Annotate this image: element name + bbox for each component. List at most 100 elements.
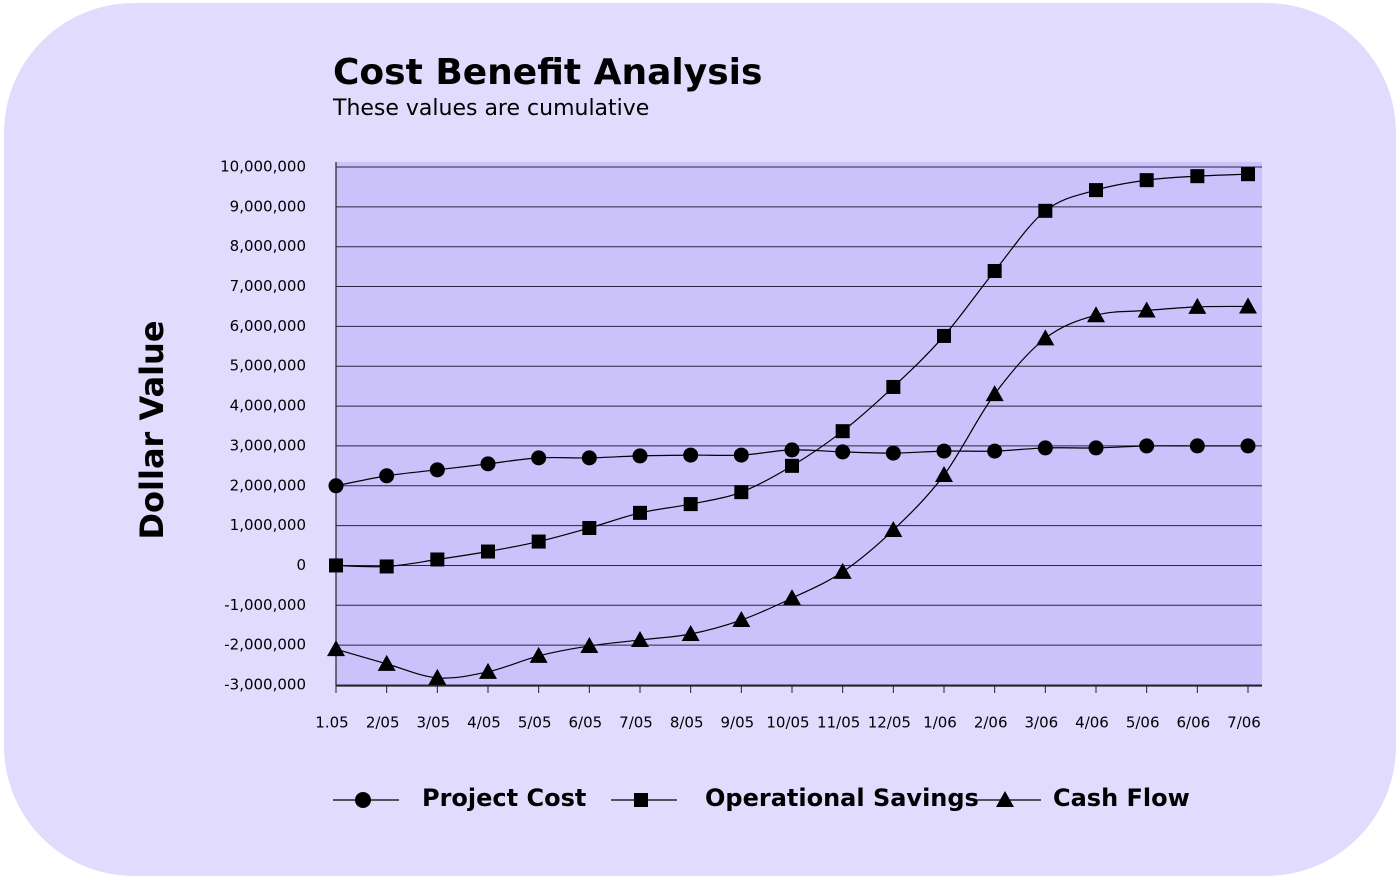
marker-square (379, 559, 394, 574)
marker-square (1038, 203, 1053, 218)
marker-circle (429, 462, 445, 478)
marker-square (1089, 183, 1103, 198)
marker-circle (328, 478, 344, 494)
y-tick-label: 2,000,000 (230, 476, 306, 494)
x-tick-label: 4/05 (467, 714, 501, 732)
y-tick-label: 9,000,000 (230, 197, 306, 215)
y-tick-label: -1,000,000 (224, 596, 306, 614)
marker-circle (784, 442, 800, 458)
marker-circle (987, 443, 1003, 459)
marker-square (531, 534, 546, 549)
marker-circle (835, 444, 851, 460)
marker-circle (1139, 438, 1155, 454)
y-tick-label: 4,000,000 (230, 397, 306, 415)
legend-marker (355, 792, 371, 808)
y-tick-label: 7,000,000 (230, 277, 306, 295)
marker-triangle (833, 562, 852, 579)
legend-label: Project Cost (422, 784, 586, 812)
marker-square (785, 458, 799, 473)
marker-square (734, 485, 749, 500)
marker-square (1241, 167, 1255, 182)
marker-circle (1240, 438, 1256, 454)
marker-circle (885, 445, 901, 461)
x-tick-label: 2/05 (366, 714, 400, 732)
x-tick-label: 5/06 (1126, 714, 1160, 732)
y-tick-label: 5,000,000 (230, 357, 306, 375)
marker-square (987, 263, 1002, 278)
marker-triangle (985, 385, 1004, 402)
marker-circle (1037, 440, 1053, 456)
x-tick-label: 4/06 (1075, 714, 1109, 732)
legend-marker (996, 791, 1014, 807)
y-tick-label: -3,000,000 (224, 676, 306, 694)
marker-circle (1189, 438, 1205, 454)
marker-square (1139, 173, 1154, 188)
marker-circle (683, 447, 699, 463)
marker-triangle (1239, 297, 1257, 314)
x-tick-label: 10/05 (766, 714, 809, 732)
x-tick-label: 6/06 (1176, 714, 1210, 732)
legend-marker (634, 793, 648, 807)
marker-square (481, 544, 495, 559)
x-tick-label: 2/06 (974, 714, 1008, 732)
y-tick-label: 10,000,000 (220, 158, 306, 176)
y-axis-label: Dollar Value (133, 320, 171, 539)
marker-triangle (732, 611, 751, 628)
x-tick-label: 9/05 (720, 714, 754, 732)
marker-triangle (884, 520, 903, 537)
marker-triangle (529, 646, 548, 663)
marker-circle (379, 468, 395, 484)
x-tick-label: 3/06 (1024, 714, 1058, 732)
y-tick-label: -2,000,000 (224, 636, 306, 654)
marker-square (1190, 169, 1205, 184)
marker-triangle (1036, 329, 1055, 346)
chart-subtitle: These values are cumulative (332, 96, 649, 121)
marker-triangle (1137, 301, 1156, 318)
marker-triangle (327, 640, 345, 657)
marker-square (835, 424, 850, 439)
marker-square (582, 521, 597, 536)
y-tick-label: 6,000,000 (230, 317, 306, 335)
marker-triangle (377, 654, 396, 671)
marker-square (886, 379, 901, 394)
marker-circle (480, 456, 496, 472)
marker-square (430, 552, 445, 567)
marker-square (633, 505, 647, 520)
marker-triangle (428, 668, 447, 685)
x-tick-label: 8/05 (670, 714, 704, 732)
y-tick-label: 3,000,000 (230, 436, 306, 454)
plot-area (336, 162, 1262, 686)
marker-square (329, 558, 343, 573)
marker-triangle (631, 630, 649, 647)
marker-triangle (580, 636, 599, 653)
marker-circle (632, 448, 648, 464)
legend-label: Operational Savings (705, 784, 979, 812)
marker-square (937, 328, 951, 343)
marker-triangle (935, 466, 953, 483)
marker-triangle (783, 589, 801, 606)
x-tick-label: 12/05 (868, 714, 911, 732)
marker-circle (936, 443, 952, 459)
marker-triangle (1087, 306, 1105, 323)
chart-title: Cost Benefit Analysis (333, 52, 762, 93)
x-tick-label: 3/05 (416, 714, 450, 732)
x-tick-label: 11/05 (817, 714, 860, 732)
x-tick-label: 1.05 (315, 714, 348, 732)
y-tick-label: 8,000,000 (230, 237, 306, 255)
marker-triangle (479, 662, 497, 679)
x-tick-label: 6/05 (568, 714, 602, 732)
marker-triangle (681, 624, 700, 641)
marker-triangle (1188, 297, 1207, 314)
marker-circle (733, 447, 749, 463)
marker-circle (1088, 440, 1104, 456)
y-tick-label: 0 (296, 556, 306, 574)
x-tick-label: 1/06 (923, 714, 957, 732)
x-tick-label: 5/05 (518, 714, 552, 732)
legend-label: Cash Flow (1053, 784, 1190, 812)
marker-square (683, 497, 698, 512)
x-tick-label: 7/05 (619, 714, 653, 732)
x-tick-label: 7/06 (1227, 714, 1261, 732)
marker-circle (531, 450, 547, 466)
marker-circle (581, 450, 597, 466)
